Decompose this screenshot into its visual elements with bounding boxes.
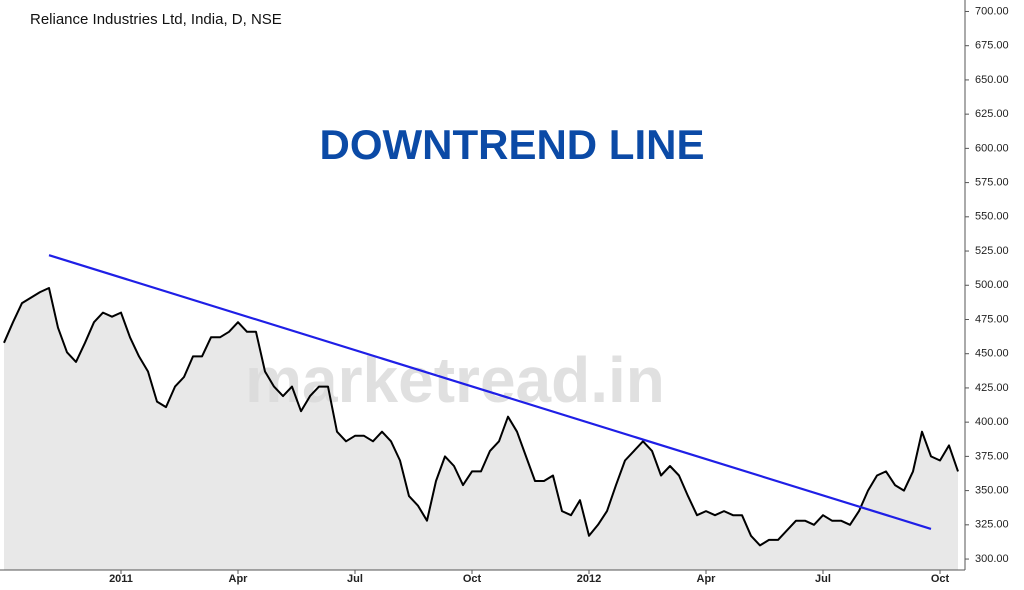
y-tick-label: 625.00 (975, 108, 1009, 120)
y-tick-label: 400.00 (975, 416, 1009, 428)
y-tick-label: 325.00 (975, 519, 1009, 531)
y-tick-label: 450.00 (975, 348, 1009, 360)
y-tick-label: 525.00 (975, 245, 1009, 257)
x-tick-label: 2012 (577, 573, 601, 585)
annotation: DOWNTREND LINE (320, 121, 705, 168)
y-tick-label: 600.00 (975, 142, 1009, 154)
y-tick-label: 375.00 (975, 450, 1009, 462)
x-tick-label: Apr (697, 573, 717, 585)
x-tick-label: 2011 (109, 573, 133, 585)
y-tick-label: 675.00 (975, 40, 1009, 52)
y-tick-label: 300.00 (975, 553, 1009, 565)
x-tick-label: Oct (463, 573, 482, 585)
y-tick-label: 350.00 (975, 485, 1009, 497)
y-tick-label: 575.00 (975, 176, 1009, 188)
y-tick-label: 550.00 (975, 211, 1009, 223)
y-tick-label: 650.00 (975, 74, 1009, 86)
y-tick-label: 475.00 (975, 313, 1009, 325)
y-tick-label: 425.00 (975, 382, 1009, 394)
x-tick-label: Oct (931, 573, 950, 585)
watermark: marketread.in (245, 344, 665, 416)
y-tick-label: 700.00 (975, 5, 1009, 17)
x-tick-label: Jul (347, 573, 363, 585)
price-area (4, 288, 958, 570)
y-tick-label: 500.00 (975, 279, 1009, 291)
price-line (3, 287, 959, 547)
x-tick-label: Jul (815, 573, 831, 585)
chart-title: Reliance Industries Ltd, India, D, NSE (30, 11, 282, 28)
trend-line (48, 254, 932, 530)
x-tick-label: Apr (229, 573, 249, 585)
